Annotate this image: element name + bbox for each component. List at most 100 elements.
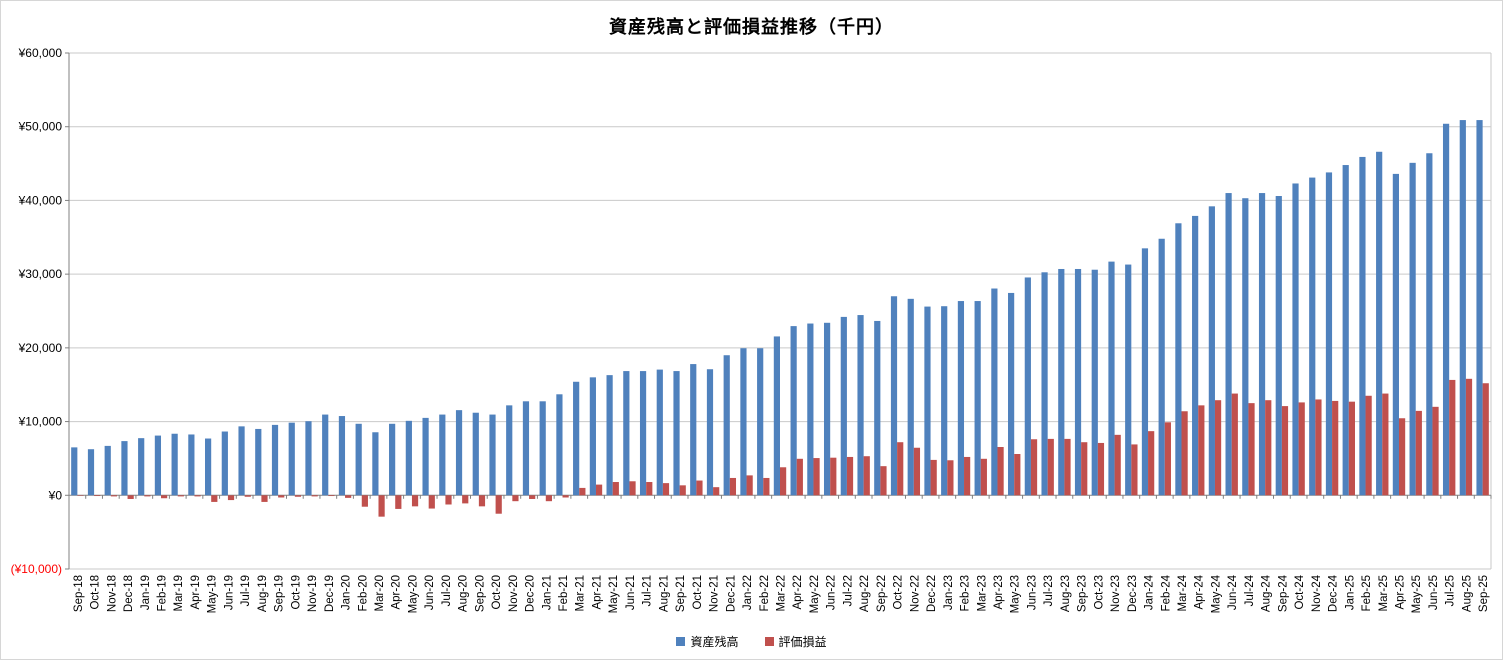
legend-item-pnl: 評価損益 xyxy=(764,633,827,650)
asset-bar xyxy=(171,433,178,496)
pnl-bar xyxy=(110,495,118,497)
x-tick-label: Jan-22 xyxy=(742,575,754,610)
x-tick-label: Jul-22 xyxy=(842,575,854,606)
asset-bar xyxy=(807,323,814,496)
pnl-bar xyxy=(411,495,419,507)
y-tick-label: ¥10,000 xyxy=(18,415,63,429)
pnl-bar xyxy=(846,456,854,496)
pnl-bar xyxy=(696,480,703,496)
asset-bar xyxy=(1074,268,1082,496)
legend-item-asset: 資産残高 xyxy=(676,633,739,650)
x-tick-label: Oct-24 xyxy=(1294,574,1306,609)
pnl-bar xyxy=(813,458,820,496)
pnl-bar xyxy=(1382,393,1389,496)
asset-bar xyxy=(1091,269,1098,496)
pnl-bar xyxy=(629,481,636,496)
pnl-bar xyxy=(512,495,519,502)
x-tick-label: Jun-25 xyxy=(1428,575,1440,610)
pnl-bar xyxy=(194,495,201,497)
asset-bar xyxy=(104,445,111,496)
pnl-bar xyxy=(261,495,268,502)
x-tick-label: Feb-24 xyxy=(1160,574,1172,611)
asset-bar xyxy=(606,375,613,496)
legend-swatch-asset xyxy=(676,637,686,646)
asset-bar xyxy=(121,441,128,496)
asset-bar xyxy=(1442,123,1450,496)
x-tick-label: Nov-19 xyxy=(307,575,319,612)
asset-bar xyxy=(556,394,563,496)
asset-bar xyxy=(1158,238,1165,496)
pnl-bar xyxy=(562,495,569,498)
pnl-bar xyxy=(1465,378,1473,496)
x-tick-label: Dec-22 xyxy=(926,575,938,612)
asset-bar xyxy=(974,301,981,496)
pnl-bar xyxy=(478,495,486,507)
x-tick-label: Sep-18 xyxy=(73,575,85,612)
asset-bar xyxy=(706,369,714,496)
asset-bar xyxy=(372,432,379,496)
pnl-bar xyxy=(595,484,603,496)
pnl-bar xyxy=(161,495,168,499)
x-tick-label: May-24 xyxy=(1210,574,1222,613)
asset-bar xyxy=(656,369,663,496)
x-tick-label: Oct-19 xyxy=(290,575,302,610)
asset-bar xyxy=(522,401,530,496)
x-tick-label: Jun-19 xyxy=(223,575,235,610)
x-tick-label: Feb-23 xyxy=(960,575,972,611)
x-tick-label: Oct-22 xyxy=(893,575,905,610)
x-tick-label: Dec-18 xyxy=(123,575,135,612)
asset-bar xyxy=(322,414,329,496)
asset-bar xyxy=(840,316,847,496)
asset-bar xyxy=(924,306,931,496)
pnl-bar xyxy=(863,456,870,496)
pnl-bar xyxy=(1131,444,1138,496)
x-tick-label: Jan-25 xyxy=(1344,575,1356,610)
y-tick-label: ¥30,000 xyxy=(18,267,63,281)
x-tick-label: Mar-24 xyxy=(1177,574,1189,611)
x-tick-label: Mar-19 xyxy=(173,575,185,611)
pnl-bar xyxy=(495,495,502,514)
x-tick-label: Apr-20 xyxy=(391,575,403,610)
asset-bar xyxy=(1342,165,1349,496)
x-tick-label: Apr-24 xyxy=(1194,574,1206,609)
x-tick-label: Sep-24 xyxy=(1277,574,1289,612)
pnl-bar xyxy=(913,447,921,496)
x-tick-label: Jul-24 xyxy=(1244,574,1256,606)
asset-bar xyxy=(338,416,346,496)
x-tick-label: Dec-20 xyxy=(525,575,537,612)
x-tick-label: Oct-21 xyxy=(692,575,704,610)
asset-bar xyxy=(539,401,546,496)
pnl-bar xyxy=(244,495,251,497)
x-tick-label: Nov-18 xyxy=(106,575,118,612)
pnl-bar xyxy=(462,495,469,504)
y-tick-label: (¥10,000) xyxy=(11,562,62,576)
pnl-bar xyxy=(345,495,352,498)
pnl-bar xyxy=(1030,439,1038,496)
asset-bar xyxy=(723,355,730,496)
asset-bar xyxy=(874,320,881,496)
asset-bar xyxy=(690,364,697,496)
x-tick-label: Aug-19 xyxy=(257,575,269,612)
asset-bar xyxy=(957,301,965,496)
asset-bar xyxy=(1141,248,1149,496)
legend-label-pnl: 評価損益 xyxy=(778,635,827,649)
asset-bar xyxy=(439,414,446,496)
asset-bar xyxy=(422,417,429,496)
pnl-bar xyxy=(94,495,101,497)
pnl-bar xyxy=(1081,442,1088,496)
x-tick-label: Feb-20 xyxy=(357,575,369,611)
chart-title: 資産残高と評価損益推移（千円） xyxy=(609,17,894,37)
asset-bar xyxy=(1242,198,1249,496)
y-tick-label: ¥20,000 xyxy=(18,341,63,355)
x-tick-label: Jul-19 xyxy=(240,575,252,606)
x-tick-label: Oct-18 xyxy=(90,575,102,610)
asset-bar xyxy=(673,371,680,496)
asset-bar xyxy=(857,315,864,496)
x-tick-label: Oct-20 xyxy=(491,575,503,610)
pnl-bar xyxy=(763,477,770,496)
pnl-bar xyxy=(1398,418,1406,496)
asset-bar xyxy=(1208,206,1215,496)
pnl-bar xyxy=(662,483,670,496)
x-tick-label: Mar-25 xyxy=(1378,575,1390,611)
x-tick-label: Jul-25 xyxy=(1445,575,1457,606)
